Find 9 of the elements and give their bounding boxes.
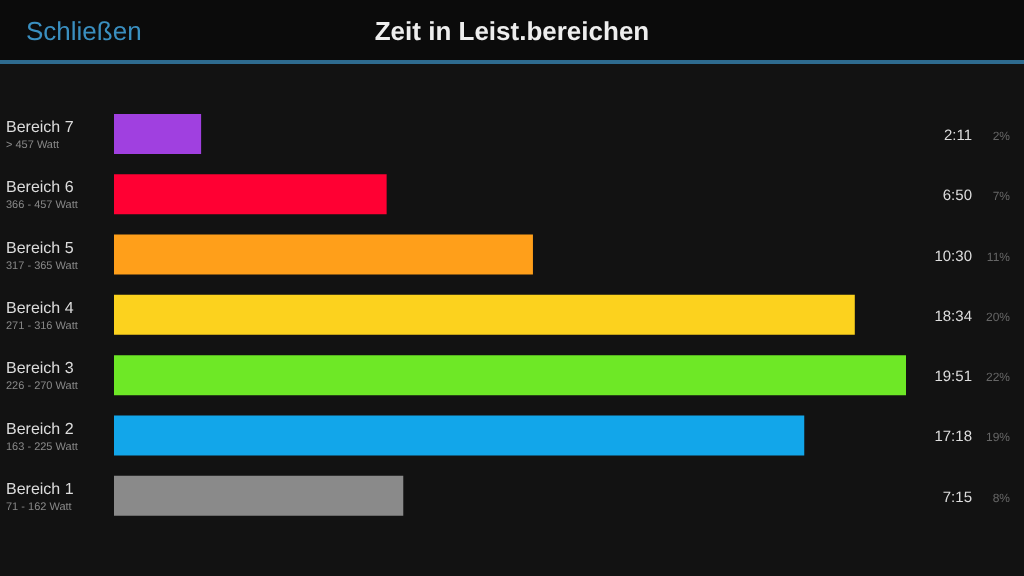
bar [114, 234, 533, 275]
bar [114, 415, 805, 456]
bar [114, 475, 404, 516]
bar [114, 174, 387, 215]
text: Schließen [26, 16, 142, 46]
bar [114, 294, 855, 335]
bar [114, 114, 202, 154]
bar [114, 355, 906, 396]
chart-title: Zeit in Leist.bereichen [374, 16, 650, 46]
